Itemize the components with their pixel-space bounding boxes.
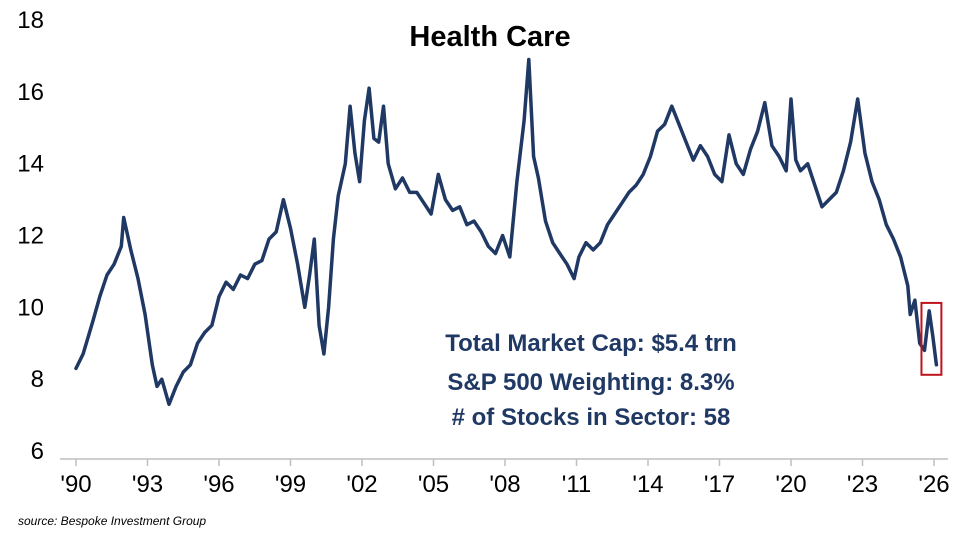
x-tick-label: '26 [918, 471, 949, 498]
x-tick-label: '23 [847, 471, 878, 498]
market-cap-annotation: Total Market Cap: $5.4 trn [445, 330, 737, 357]
weighting-annotation: S&P 500 Weighting: 8.3% [447, 369, 734, 396]
series [74, 57, 939, 407]
x-tick-label: '20 [775, 471, 806, 498]
x-tick-label: '05 [418, 471, 449, 498]
y-axis: 6 8 10 12 14 16 18 [17, 7, 44, 465]
y-tick-label: 8 [31, 366, 44, 393]
x-tick-label: '99 [275, 471, 306, 498]
x-tick-label: '08 [489, 471, 520, 498]
x-tick-label: '96 [203, 471, 234, 498]
source-note: source: Bespoke Investment Group [18, 514, 206, 528]
y-tick-label: 12 [17, 223, 44, 250]
chart-title: Health Care [409, 21, 570, 53]
x-axis: '90 '93 '96 '99 '02 '05 '08 '11 '14 '17 '20 '23 '26 [60, 458, 950, 498]
x-tick-label: '11 [562, 471, 592, 498]
series-line [74, 57, 939, 407]
x-tick-label: '90 [60, 471, 91, 498]
stock-count-annotation: # of Stocks in Sector: 58 [452, 404, 731, 431]
x-tick-label: '14 [632, 471, 663, 498]
x-tick-label: '02 [346, 471, 377, 498]
x-tick-label: '17 [704, 471, 735, 498]
y-tick-label: 16 [17, 79, 44, 106]
highlight-box [920, 301, 943, 376]
y-tick-label: 6 [31, 438, 44, 465]
y-tick-label: 14 [17, 151, 44, 178]
x-tick-label: '93 [132, 471, 163, 498]
y-tick-label: 18 [17, 7, 44, 34]
y-tick-label: 10 [17, 294, 44, 321]
